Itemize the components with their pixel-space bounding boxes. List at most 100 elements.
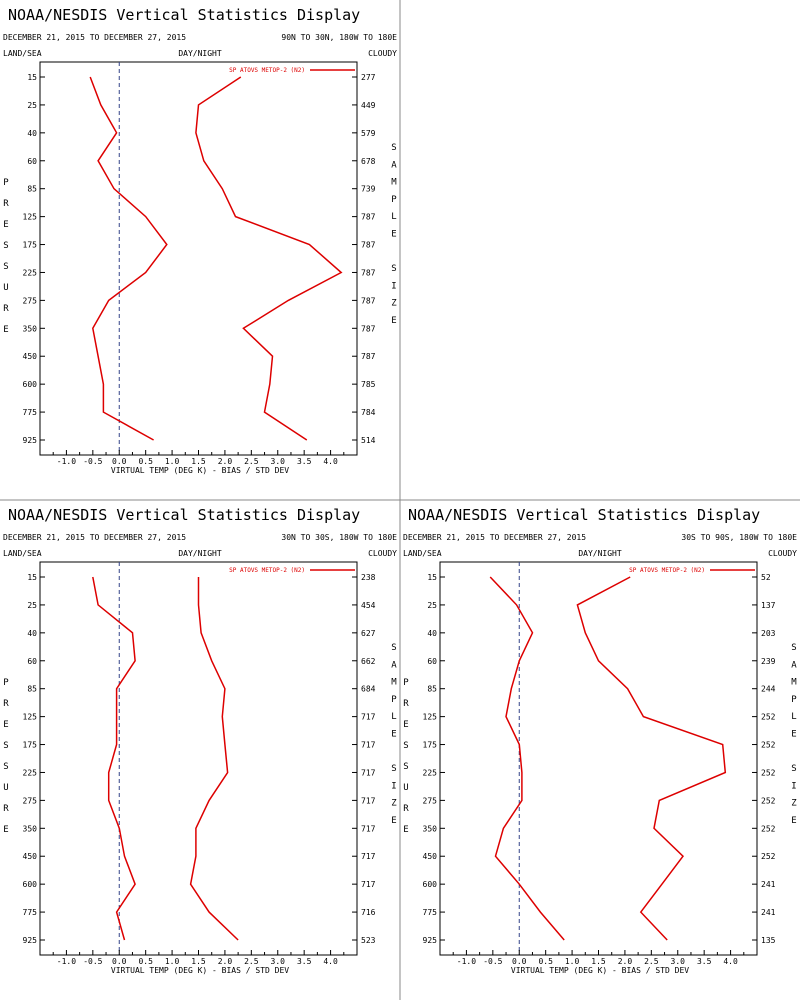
pressure-axis-letter: R — [403, 699, 409, 709]
region-label: 90N TO 30N, 180W TO 180E — [281, 33, 397, 42]
pressure-label: 60 — [427, 657, 437, 666]
pressure-label: 175 — [23, 241, 38, 250]
pressure-label: 600 — [423, 880, 438, 889]
pressure-label: 125 — [23, 713, 38, 722]
cloudy-label: CLOUDY — [368, 549, 397, 558]
sample-size-label: 785 — [361, 380, 376, 389]
pressure-label: 60 — [27, 157, 37, 166]
series-bias-line — [92, 576, 136, 941]
pressure-label: 925 — [23, 436, 38, 445]
pressure-label: 600 — [23, 880, 38, 889]
x-tick-label: 1.0 — [165, 957, 180, 966]
pressure-label: 40 — [27, 129, 37, 138]
sample-size-label: 717 — [361, 768, 376, 777]
sample-size-axis-letter: S — [391, 264, 396, 274]
x-tick-label: 3.0 — [671, 957, 686, 966]
series-bias-line — [89, 76, 168, 441]
pressure-label: 25 — [27, 101, 37, 110]
pressure-label: 40 — [427, 629, 437, 638]
legend-label: SP ATOVS METOP-2 (N2) — [229, 567, 305, 574]
sample-size-label: 252 — [761, 852, 776, 861]
pressure-label: 225 — [23, 268, 38, 277]
sample-size-axis-letter: S — [791, 643, 796, 653]
pressure-label: 225 — [23, 768, 38, 777]
pressure-axis-letter: E — [3, 220, 8, 230]
pressure-label: 275 — [23, 796, 38, 805]
cloudy-label: CLOUDY — [768, 549, 797, 558]
sample-size-axis-letter: A — [791, 660, 797, 670]
sample-size-axis-letter: L — [391, 212, 396, 222]
pressure-label: 450 — [423, 852, 438, 861]
series-std_dev-line — [195, 76, 343, 441]
day-night-label: DAY/NIGHT — [578, 549, 622, 558]
x-tick-label: 0.0 — [512, 957, 527, 966]
sample-size-label: 717 — [361, 880, 376, 889]
x-tick-label: 0.5 — [538, 957, 553, 966]
pressure-label: 600 — [23, 380, 38, 389]
x-tick-label: 2.0 — [218, 457, 233, 466]
pressure-label: 450 — [23, 352, 38, 361]
pressure-axis-letter: E — [3, 825, 8, 835]
sample-size-axis-letter: E — [391, 230, 396, 240]
sample-size-axis-letter: M — [391, 178, 397, 188]
pressure-label: 85 — [27, 185, 37, 194]
sample-size-axis-letter: Z — [791, 799, 797, 809]
sample-size-label: 135 — [761, 936, 776, 945]
x-tick-label: 3.0 — [271, 457, 286, 466]
sample-size-axis-letter: S — [391, 643, 396, 653]
sample-size-label: 717 — [361, 796, 376, 805]
sample-size-label: 241 — [761, 908, 776, 917]
x-tick-label: 3.5 — [297, 957, 312, 966]
x-tick-label: 4.0 — [323, 957, 338, 966]
sample-size-axis-letter: S — [791, 764, 796, 774]
x-tick-label: 2.5 — [244, 457, 259, 466]
pressure-axis-letter: R — [3, 699, 9, 709]
pressure-label: 60 — [27, 657, 37, 666]
region-label: 30S TO 90S, 180W TO 180E — [681, 533, 797, 542]
x-axis-title: VIRTUAL TEMP (DEG K) - BIAS / STD DEV — [511, 966, 689, 975]
sample-size-axis-letter: M — [791, 678, 797, 688]
sample-size-axis-letter: I — [791, 781, 796, 791]
land-sea-label: LAND/SEA — [403, 549, 442, 558]
sample-size-axis-letter: I — [391, 781, 396, 791]
sample-size-label: 717 — [361, 824, 376, 833]
legend-label: SP ATOVS METOP-2 (N2) — [229, 67, 305, 74]
sample-size-label: 203 — [761, 629, 776, 638]
sample-size-axis-letter: Z — [391, 799, 397, 809]
date-range: DECEMBER 21, 2015 TO DECEMBER 27, 2015 — [3, 33, 186, 42]
pressure-label: 175 — [423, 741, 438, 750]
pressure-axis-letter: S — [3, 762, 8, 772]
sample-size-label: 784 — [361, 408, 376, 417]
pressure-axis-letter: S — [3, 262, 8, 272]
sample-size-label: 252 — [761, 741, 776, 750]
pressure-axis-letter: R — [3, 304, 9, 314]
x-tick-label: -1.0 — [57, 957, 76, 966]
sample-size-axis-letter: E — [391, 730, 396, 740]
sample-size-label: 716 — [361, 908, 376, 917]
sample-size-label: 787 — [361, 241, 376, 250]
pressure-label: 775 — [23, 908, 38, 917]
pressure-axis-letter: P — [3, 678, 9, 688]
pressure-axis-letter: S — [403, 762, 408, 772]
sample-size-axis-letter: E — [791, 730, 796, 740]
pressure-label: 350 — [423, 824, 438, 833]
pressure-label: 85 — [27, 685, 37, 694]
sample-size-label: 252 — [761, 824, 776, 833]
chart-panel-1: NOAA/NESDIS Vertical Statistics Display D… — [3, 6, 397, 475]
sample-size-label: 787 — [361, 296, 376, 305]
pressure-label: 775 — [23, 408, 38, 417]
pressure-axis-letter: R — [403, 804, 409, 814]
sample-size-label: 684 — [361, 685, 376, 694]
sample-size-label: 717 — [361, 741, 376, 750]
sample-size-label: 137 — [761, 601, 776, 610]
sample-size-label: 277 — [361, 73, 376, 82]
pressure-label: 15 — [427, 573, 437, 582]
sample-size-axis-letter: P — [391, 195, 397, 205]
x-tick-label: 1.5 — [591, 957, 606, 966]
sample-size-axis-letter: E — [791, 816, 796, 826]
sample-size-axis-letter: P — [791, 695, 797, 705]
chart-title: NOAA/NESDIS Vertical Statistics Display — [408, 506, 760, 524]
x-tick-label: 4.0 — [323, 457, 338, 466]
sample-size-label: 662 — [361, 657, 376, 666]
